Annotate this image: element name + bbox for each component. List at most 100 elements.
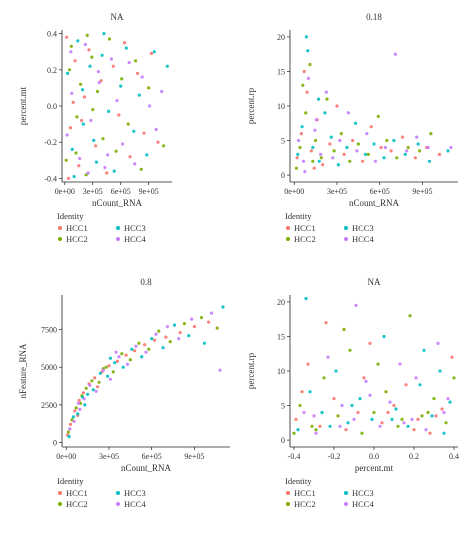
y-tick-label: 10 [277,102,285,111]
data-point-hcc4 [365,132,369,136]
points-group [292,296,456,435]
data-point-hcc3 [165,64,169,68]
data-point-hcc4 [373,159,377,163]
data-point-hcc3 [406,424,410,428]
data-point-hcc3 [67,434,71,439]
data-point-hcc3 [91,388,95,392]
data-point-hcc3 [145,153,149,157]
x-tick-label: 3e+05 [99,452,119,461]
legend-key-hcc4 [344,502,348,506]
data-point-hcc1 [73,409,77,413]
y-tick-label: 20 [277,298,285,307]
data-point-hcc1 [128,155,132,159]
y-tick-label: 7500 [41,326,57,335]
data-point-hcc3 [102,31,106,36]
data-point-hcc2 [69,44,73,48]
data-point-hcc3 [358,397,362,401]
data-point-hcc1 [66,176,71,180]
points-group [64,31,169,180]
x-tick-label: 0e+00 [55,187,75,196]
data-point-hcc2 [426,410,430,415]
legend: Identity HCC1 HCC3 HCC2 HCC4 [285,476,374,509]
data-point-hcc1 [324,321,328,325]
data-point-hcc2 [111,370,115,374]
data-point-hcc3 [187,334,191,338]
data-point-hcc3 [112,169,116,173]
data-point-hcc3 [152,50,156,54]
data-point-hcc1 [434,414,438,418]
x-tick-label: 0.4 [449,452,459,461]
data-point-hcc3 [86,392,90,396]
data-point-hcc3 [446,149,450,153]
data-point-hcc3 [350,403,354,408]
legend-key-hcc4 [116,237,120,241]
data-point-hcc2 [128,358,132,362]
data-point-hcc1 [124,353,128,357]
data-point-hcc4 [209,311,214,315]
scatter-panel-1: NA -0.4 -0.2 0.0 0.2 0.4 0e+00 3e+05 6e+05 9e+05 n… [18,12,172,244]
data-point-hcc3 [113,361,117,365]
data-point-hcc3 [427,159,432,163]
data-point-hcc4 [296,138,301,143]
data-point-hcc3 [329,135,333,139]
data-point-hcc4 [127,61,131,65]
data-point-hcc2 [385,138,389,143]
data-point-hcc4 [94,389,98,393]
data-point-hcc1 [351,138,355,143]
data-point-hcc1 [93,376,97,380]
data-point-hcc4 [402,421,406,425]
data-point-hcc2 [366,152,370,156]
data-point-hcc1 [356,410,360,415]
data-point-hcc3 [372,142,376,146]
data-point-hcc3 [81,122,85,126]
data-point-hcc4 [103,165,107,170]
data-point-hcc3 [161,346,165,350]
y-tick-label: 5 [281,402,285,411]
data-point-hcc1 [164,335,168,339]
data-point-hcc2 [74,406,78,410]
x-axis-label: nCount_RNA [92,198,143,208]
data-point-hcc3 [392,138,396,143]
data-point-hcc3 [106,374,110,378]
legend-label: HCC2 [294,234,316,244]
data-point-hcc1 [156,140,160,144]
data-point-hcc4 [78,407,82,411]
data-point-hcc4 [115,99,119,103]
data-point-hcc3 [390,417,394,421]
y-tick-label: 5000 [41,363,57,372]
x-axis-label: percent.mt [355,463,394,473]
data-point-hcc1 [117,113,121,117]
data-point-hcc2 [91,108,95,112]
data-point-hcc1 [335,104,339,108]
data-point-hcc2 [126,122,130,126]
y-tick-label: 0.2 [47,66,57,75]
panel-title: NA [111,12,124,22]
data-point-hcc4 [177,337,181,341]
legend-key-hcc3 [116,491,120,495]
data-point-hcc1 [300,390,304,394]
points-group [66,305,225,439]
y-tick-label: -0.2 [44,138,57,147]
data-point-hcc2 [199,316,204,320]
data-point-hcc2 [336,414,340,418]
data-point-hcc4 [165,325,169,329]
data-point-hcc1 [362,376,366,380]
data-point-hcc1 [192,325,196,329]
data-point-hcc3 [107,109,111,113]
data-point-hcc3 [416,142,420,146]
data-point-hcc1 [413,156,417,160]
data-point-hcc4 [101,368,105,372]
scatter-panel-4: NA 0 5 10 15 20 -0.4 -0.2 0.0 0.2 0.4 percent.mt per… [246,277,459,509]
data-point-hcc1 [107,364,111,368]
data-point-hcc1 [152,338,157,342]
data-point-hcc3 [336,163,340,167]
data-point-hcc4 [449,145,453,150]
legend: Identity HCC1 HCC3 HCC2 HCC4 [57,211,146,244]
data-point-hcc2 [348,159,352,163]
data-point-hcc3 [317,159,321,163]
legend-label: HCC4 [124,499,146,509]
data-point-hcc2 [420,414,424,418]
x-tick-label: 9e+05 [184,452,204,461]
data-point-hcc4 [338,424,342,428]
data-point-hcc4 [117,355,121,359]
